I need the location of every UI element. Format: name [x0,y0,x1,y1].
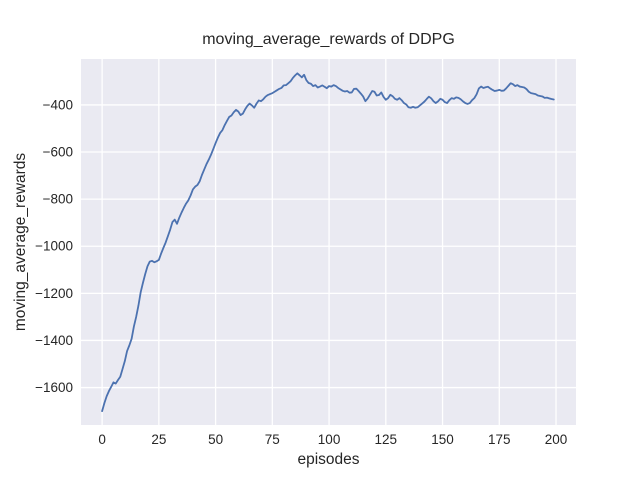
y-tick-label: −1600 [35,380,73,395]
y-tick-label: −1000 [35,239,73,254]
y-tick-label: −800 [43,192,73,207]
x-tick-label: 175 [488,432,511,447]
x-tick-label: 125 [375,432,398,447]
y-tick-label: −600 [43,145,73,160]
x-tick-label: 200 [545,432,568,447]
x-axis-label: episodes [297,451,360,468]
chart-title: moving_average_rewards of DDPG [202,31,455,48]
y-tick-label: −1400 [35,333,73,348]
x-tick-label: 0 [98,432,106,447]
y-axis-label: moving_average_rewards [12,152,29,332]
x-tick-label: 150 [431,432,454,447]
x-tick-label: 75 [265,432,280,447]
y-tick-label: −1200 [35,286,73,301]
x-tick-label: 100 [318,432,341,447]
series-line-moving-average-rewards [101,72,555,413]
y-tick-label: −400 [43,97,73,112]
x-tick-label: 50 [208,432,223,447]
x-tick-label: 25 [151,432,166,447]
